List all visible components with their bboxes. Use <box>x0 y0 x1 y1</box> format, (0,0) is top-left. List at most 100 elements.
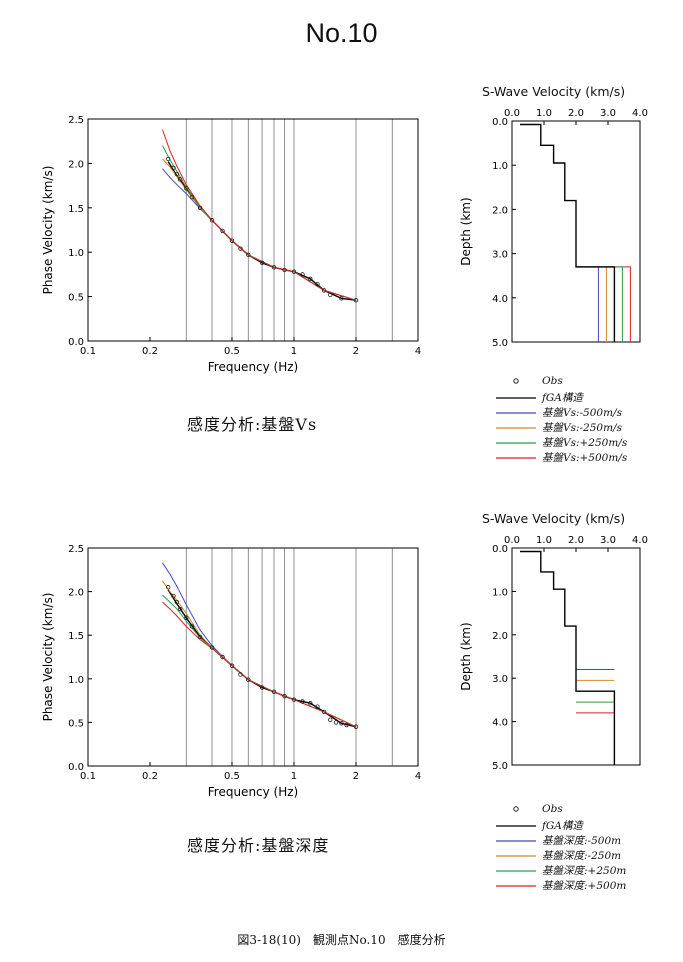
y-tick-label: 1.5 <box>68 204 84 215</box>
y-tick-label: 2.0 <box>492 631 508 642</box>
y-tick-label: 2.0 <box>68 159 84 170</box>
obs-point <box>238 672 243 677</box>
legend-item: 基盤深度:+250m <box>496 863 626 878</box>
obs-point <box>189 194 195 200</box>
obs-point <box>291 697 297 702</box>
legend-item: fGA構造 <box>496 818 583 833</box>
x-tick-label: 4.0 <box>632 535 648 546</box>
obs-point <box>282 694 287 699</box>
y-tick-label: 1.0 <box>492 161 508 172</box>
y-axis-label: Phase Velocity (km/s) <box>41 166 55 295</box>
legend-item: 基盤Vs:-250m/s <box>496 420 622 435</box>
obs-point <box>315 281 320 287</box>
obs-point <box>271 689 277 695</box>
y-tick-label: 0.5 <box>68 293 84 304</box>
obs-point <box>220 228 225 234</box>
legend-swatch <box>496 885 536 887</box>
obs-point <box>229 663 235 668</box>
x-tick-label: 1.0 <box>536 535 552 546</box>
obs-point <box>339 721 344 726</box>
legend-label: Obs <box>542 375 563 387</box>
y-tick-label: 0.0 <box>492 544 508 555</box>
legend-swatch <box>496 442 536 444</box>
x-tick-label: 3.0 <box>600 535 616 546</box>
obs-point <box>177 177 183 182</box>
obs-point <box>291 269 297 274</box>
legend-item: 基盤Vs:+250m/s <box>496 435 627 450</box>
series-line <box>162 601 357 728</box>
obs-point <box>308 276 313 282</box>
figure-caption: 図3-18(10) 観測点No.10 感度分析 <box>237 933 446 947</box>
y-tick-label: 1.0 <box>68 248 84 259</box>
caption-depth: 感度分析:基盤深度 <box>187 836 330 855</box>
legend-label: 基盤深度:+250m <box>542 865 627 877</box>
x-tick-label: 0.0 <box>504 108 520 119</box>
legend-swatch <box>496 427 536 429</box>
x-axis-label: Frequency (Hz) <box>208 360 299 374</box>
legend-swatch <box>496 412 536 414</box>
obs-point <box>328 292 333 298</box>
x-tick-label: 2.0 <box>568 108 584 119</box>
x-tick-label: 1 <box>291 346 297 357</box>
legend-swatch <box>496 397 536 399</box>
legend-circle <box>513 378 519 384</box>
obs-point <box>344 722 349 728</box>
profile-line <box>520 123 616 342</box>
legend-marker-circle <box>513 806 519 812</box>
legend-label: Obs <box>542 803 563 815</box>
y-tick-label: 4.0 <box>492 294 508 305</box>
obs-point <box>300 272 305 277</box>
legend-swatch <box>496 825 536 827</box>
y-tick-label: 3.0 <box>492 250 508 261</box>
legend-circle <box>513 806 519 812</box>
y-tick-label: 2.5 <box>68 544 84 555</box>
legend-item: Obs <box>496 375 563 387</box>
obs-point <box>271 265 277 270</box>
x-tick-label: 2 <box>353 346 359 357</box>
obs-point <box>328 717 333 722</box>
obs-point <box>339 296 344 301</box>
legend-item: 基盤深度:+500m <box>496 878 626 893</box>
y-tick-label: 0.5 <box>68 718 84 729</box>
obs-point <box>171 593 176 599</box>
obs-point <box>246 677 251 682</box>
obs-point <box>189 624 195 629</box>
x-tick-label: 0.2 <box>142 771 158 782</box>
legend-label: fGA構造 <box>542 392 583 404</box>
y-tick-label: 2.0 <box>492 205 508 216</box>
obs-point <box>229 238 235 243</box>
obs-point <box>197 205 203 210</box>
y-tick-label: 0.0 <box>68 762 84 773</box>
legend-label: 基盤Vs:+250m/s <box>542 437 628 449</box>
obs-point <box>333 720 339 725</box>
legend-swatch <box>496 840 536 842</box>
x-tick-label: 0.5 <box>224 771 240 782</box>
profile-line <box>520 550 616 765</box>
series-line <box>167 161 357 301</box>
legend-label: 基盤Vs:+500m/s <box>542 452 628 464</box>
obs-point <box>184 615 189 620</box>
y-tick-label: 1.5 <box>68 631 84 642</box>
vel-title-depth: S-Wave Velocity (km/s) <box>482 511 626 526</box>
obs-point <box>209 645 215 650</box>
x-axis-label: Frequency (Hz) <box>208 785 299 799</box>
obs-point <box>300 699 305 704</box>
legend-swatch <box>496 870 536 872</box>
obs-point <box>238 246 243 251</box>
y-tick-label: 2.0 <box>68 588 84 599</box>
x-tick-label: 4 <box>415 346 421 357</box>
x-tick-label: 4 <box>415 771 421 782</box>
obs-point <box>174 599 180 605</box>
obs-point <box>184 186 189 191</box>
series-line <box>162 129 357 301</box>
plot-frame <box>87 547 419 767</box>
x-tick-label: 0.0 <box>504 535 520 546</box>
obs-point <box>353 297 359 303</box>
legend-label: 基盤深度:+500m <box>542 880 627 892</box>
obs-point <box>165 156 171 162</box>
y-tick-label: 4.0 <box>492 718 508 729</box>
y-tick-label: 1.0 <box>68 675 84 686</box>
obs-point <box>197 634 203 640</box>
